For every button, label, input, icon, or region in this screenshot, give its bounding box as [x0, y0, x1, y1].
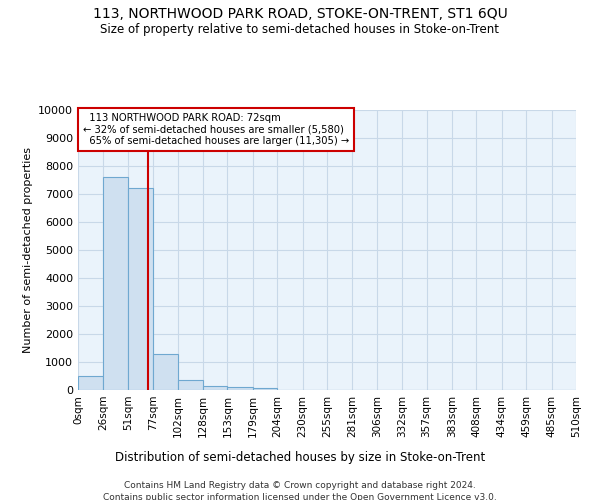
Bar: [178, 380, 203, 390]
Bar: [128, 188, 153, 390]
Text: Contains public sector information licensed under the Open Government Licence v3: Contains public sector information licen…: [103, 494, 497, 500]
Bar: [78, 376, 103, 390]
Bar: [153, 354, 178, 390]
Text: Contains HM Land Registry data © Crown copyright and database right 2024.: Contains HM Land Registry data © Crown c…: [124, 481, 476, 490]
Y-axis label: Number of semi-detached properties: Number of semi-detached properties: [23, 147, 32, 353]
Bar: [227, 387, 253, 390]
Text: 113, NORTHWOOD PARK ROAD, STOKE-ON-TRENT, ST1 6QU: 113, NORTHWOOD PARK ROAD, STOKE-ON-TRENT…: [92, 8, 508, 22]
Bar: [103, 177, 128, 390]
Bar: [253, 388, 277, 390]
Text: Distribution of semi-detached houses by size in Stoke-on-Trent: Distribution of semi-detached houses by …: [115, 451, 485, 464]
Text: 113 NORTHWOOD PARK ROAD: 72sqm
← 32% of semi-detached houses are smaller (5,580): 113 NORTHWOOD PARK ROAD: 72sqm ← 32% of …: [83, 113, 349, 146]
Bar: [203, 386, 227, 390]
Text: Size of property relative to semi-detached houses in Stoke-on-Trent: Size of property relative to semi-detach…: [101, 22, 499, 36]
